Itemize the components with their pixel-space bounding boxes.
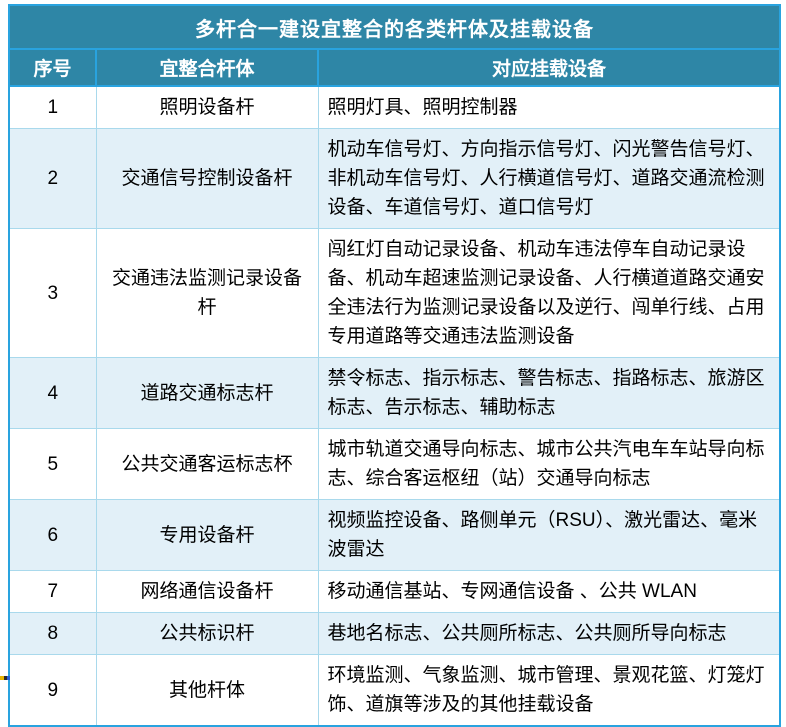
devices-cell: 机动车信号灯、方向指示信号灯、闪光警告信号灯、非机动车信号灯、人行横道信号灯、道… [317,128,781,229]
row-number-cell: 3 [8,228,97,358]
pole-type-cell: 公共标识杆 [95,612,319,655]
row-number-cell: 7 [8,570,97,613]
pole-type-cell: 交通信号控制设备杆 [95,128,319,229]
table-row: 9 其他杆体 环境监测、气象监测、城市管理、景观花篮、灯笼灯饰、道旗等涉及的其他… [8,654,781,727]
pole-type-cell: 其他杆体 [95,654,319,727]
table-row: 7 网络通信设备杆 移动通信基站、专网通信设备 、公共 WLAN [8,570,781,613]
row-number-cell: 1 [8,85,97,129]
table-title-row: 多杆合一建设宜整合的各类杆体及挂载设备 [9,5,781,50]
devices-cell: 移动通信基站、专网通信设备 、公共 WLAN [317,570,781,613]
corner-artifact-blue [7,676,10,680]
row-number-cell: 2 [8,128,97,229]
poles-equipment-table-container: 多杆合一建设宜整合的各类杆体及挂载设备 序号 宜整合杆体 对应挂载设备 1 照明… [8,4,782,727]
table-row: 5 公共交通客运标志杯 城市轨道交通导向标志、城市公共汽电车车站导向标志、综合客… [8,428,781,500]
pole-type-cell: 交通违法监测记录设备杆 [95,228,319,358]
devices-cell: 照明灯具、照明控制器 [317,85,781,129]
table-row: 1 照明设备杆 照明灯具、照明控制器 [8,85,781,129]
devices-cell: 视频监控设备、路侧单元（RSU）、激光雷达、毫米波雷达 [317,499,781,571]
column-header-index: 序号 [9,49,96,87]
devices-cell: 巷地名标志、公共厕所标志、公共厕所导向标志 [317,612,781,655]
row-number-cell: 9 [8,654,97,727]
devices-cell: 闯红灯自动记录设备、机动车违法停车自动记录设备、机动车超速监测记录设备、人行横道… [317,228,781,358]
column-header-mounted-devices: 对应挂载设备 [316,49,781,87]
table-row: 8 公共标识杆 巷地名标志、公共厕所标志、公共厕所导向标志 [8,612,781,655]
pole-type-cell: 道路交通标志杆 [95,357,319,429]
devices-cell: 禁令标志、指示标志、警告标志、指路标志、旅游区标志、告示标志、辅助标志 [317,357,781,429]
pole-type-cell: 公共交通客运标志杯 [95,428,319,500]
poles-equipment-table: 多杆合一建设宜整合的各类杆体及挂载设备 序号 宜整合杆体 对应挂载设备 1 照明… [8,4,782,727]
corner-artifact-dark [4,676,7,680]
pole-type-cell: 照明设备杆 [95,85,319,129]
table-body: 1 照明设备杆 照明灯具、照明控制器 2 交通信号控制设备杆 机动车信号灯、方向… [8,85,781,727]
table-row: 4 道路交通标志杆 禁令标志、指示标志、警告标志、指路标志、旅游区标志、告示标志… [8,357,781,429]
row-number-cell: 6 [8,499,97,571]
corner-artifact-yellow [0,676,4,680]
row-number-cell: 8 [8,612,97,655]
row-number-cell: 5 [8,428,97,500]
table-header-row: 序号 宜整合杆体 对应挂载设备 [9,49,781,87]
column-header-pole-type: 宜整合杆体 [95,49,318,87]
pole-type-cell: 专用设备杆 [95,499,319,571]
devices-cell: 环境监测、气象监测、城市管理、景观花篮、灯笼灯饰、道旗等涉及的其他挂载设备 [317,654,781,727]
devices-cell: 城市轨道交通导向标志、城市公共汽电车车站导向标志、综合客运枢纽（站）交通导向标志 [317,428,781,500]
corner-artifact [0,676,10,680]
row-number-cell: 4 [8,357,97,429]
table-title: 多杆合一建设宜整合的各类杆体及挂载设备 [9,5,781,50]
pole-type-cell: 网络通信设备杆 [95,570,319,613]
table-row: 6 专用设备杆 视频监控设备、路侧单元（RSU）、激光雷达、毫米波雷达 [8,499,781,571]
table-row: 3 交通违法监测记录设备杆 闯红灯自动记录设备、机动车违法停车自动记录设备、机动… [8,228,781,358]
table-row: 2 交通信号控制设备杆 机动车信号灯、方向指示信号灯、闪光警告信号灯、非机动车信… [8,128,781,229]
